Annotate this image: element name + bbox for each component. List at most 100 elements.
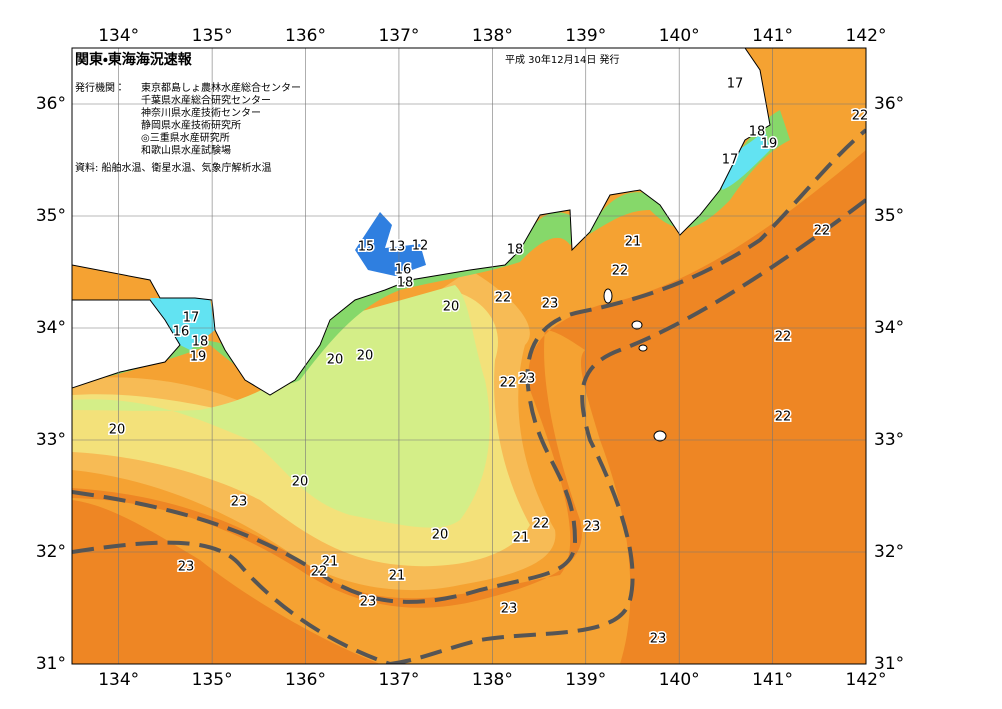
isotherm-label: 20 [432,528,449,543]
isotherm-label: 21 [513,531,530,546]
isotherm-label: 16 [173,325,190,340]
lon-label: 141° [752,26,793,46]
isotherm-label: 23 [519,372,536,387]
isotherm-label: 13 [389,240,406,255]
isotherm-label: 22 [495,291,512,306]
isotherm-label: 23 [231,495,248,510]
isotherm-label: 21 [625,235,642,250]
agency: ◎三重県水産研究所 [141,131,230,144]
isotherm-label: 22 [500,376,517,391]
isotherm-label: 16 [395,263,412,278]
isotherm-label: 12 [412,239,429,254]
lon-label: 135° [192,26,233,46]
lon-label: 142° [846,670,887,690]
source: 資料: 船舶水温、衛星水温、気象庁解析水温 [75,161,272,174]
kuroshio-zone [72,150,866,664]
agency: 静岡県水産技術研究所 [141,119,241,132]
isotherm-label: 22 [533,517,550,532]
isotherm-label: 22 [775,330,792,345]
isotherm-label: 15 [358,240,375,255]
isotherm-label: 23 [542,297,559,312]
isotherm-label: 17 [727,77,744,92]
lat-label: 33° [36,430,66,450]
lat-label: 32° [874,542,904,562]
isotherm-label: 23 [178,560,195,575]
isotherm-label: 23 [501,602,518,617]
isotherm-label: 23 [360,595,377,610]
isotherm-label: 20 [109,423,126,438]
isotherm-label: 18 [749,125,766,140]
island [603,288,613,304]
frame [71,47,867,665]
isotherm-label: 23 [650,632,667,647]
warm-band [72,492,380,664]
lat-label: 35° [874,206,904,226]
lon-label: 140° [659,26,700,46]
agencies: 東京都島しょ農林水産総合センター千葉県水産総合研究センター神奈川県水産技術センタ… [141,81,301,157]
lon-label: 140° [659,670,700,690]
lon-label: 137° [378,26,419,46]
kuroshio-line [72,540,391,664]
isotherm-label: 22 [612,264,629,279]
isotherm-label: 20 [357,349,374,364]
coldest-zone [72,285,490,528]
isotherm-label: 17 [183,311,200,326]
isotherm-label: 18 [507,243,524,258]
isotherm-label: 20 [327,353,344,368]
isotherm-label: 18 [397,276,414,291]
lat-label: 34° [36,318,66,338]
island [638,344,648,352]
lon-label: 136° [285,670,326,690]
isotherm-label: 22 [311,565,328,580]
shikoku [72,299,181,389]
land [72,48,771,442]
lat-label: 32° [36,542,66,562]
kuroshio-line [72,128,866,604]
honshu [72,48,771,396]
isotherm-label: 21 [322,555,339,570]
island [631,320,643,330]
isotherm-label: 20 [292,475,309,490]
lon-label: 134° [98,26,139,46]
axis-labels: 134° 134° 135° 135° 136° 136° 137° 137° 138° 138°… [36,26,904,690]
lon-label: 138° [472,26,513,46]
isotherm-label: 17 [722,153,739,168]
title: 関東・東海海況速報 [75,51,193,68]
isotherm-label: 19 [190,350,207,365]
issue-date: 平成 30年12月14日 発行 [505,53,620,66]
lat-label: 34° [874,318,904,338]
lon-label: 136° [285,26,326,46]
isotherm-label: 22 [852,109,869,124]
isotherm-label: 20 [443,300,460,315]
tokyo-bay [720,130,770,190]
isotherm-label: 18 [192,335,209,350]
lon-label: 135° [192,670,233,690]
isotherm-label: 21 [389,569,406,584]
agency: 東京都島しょ農林水産総合センター [141,81,301,94]
lon-label: 142° [846,26,887,46]
lon-label: 134° [98,670,139,690]
isotherm-label: 23 [584,520,601,535]
lon-label: 141° [752,670,793,690]
isotherm-label: 22 [775,410,792,425]
lat-label: 35° [36,206,66,226]
kii-channel [150,298,215,350]
isotherm-label: 19 [761,137,778,152]
kuroshio-axis [72,128,866,664]
lon-label: 139° [565,670,606,690]
kuroshio-line [389,198,866,664]
lon-label: 138° [472,670,513,690]
agency: 和歌山県水産試験場 [141,144,231,157]
lat-label: 31° [874,654,904,674]
isotherm-label: 22 [814,224,831,239]
lon-label: 139° [565,26,606,46]
lat-label: 31° [36,654,66,674]
lat-label: 36° [36,94,66,114]
agencies-label: 発行機関： [75,81,125,94]
agency: 千葉県水産総合研究センター [141,94,271,107]
ise-bay [355,212,426,276]
lat-label: 36° [874,94,904,114]
island [653,430,667,442]
